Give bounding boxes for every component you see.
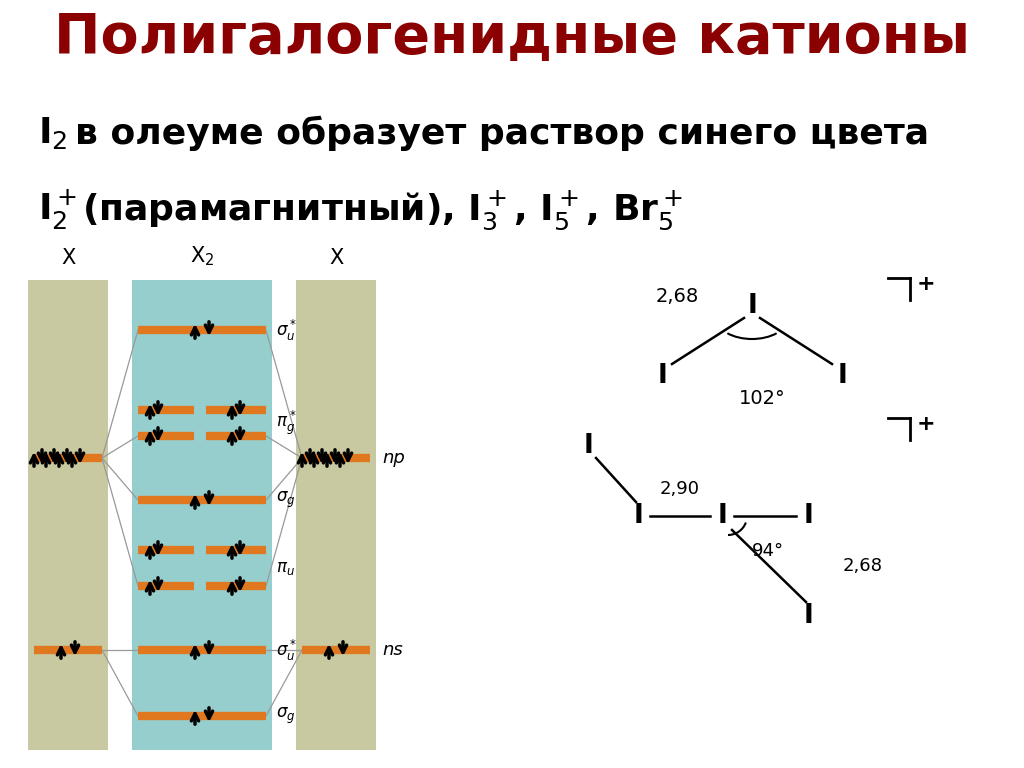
Text: (парамагнитный), I$_3^+$, I$_5^+$, Br$_5^+$: (парамагнитный), I$_3^+$, I$_5^+$, Br$_5… <box>82 188 683 232</box>
Text: +: + <box>916 414 935 434</box>
Text: I: I <box>717 503 727 529</box>
Text: $\sigma_u^*$: $\sigma_u^*$ <box>276 637 297 663</box>
Text: 102°: 102° <box>738 389 785 408</box>
Text: I: I <box>583 433 593 459</box>
Text: $\pi_u$: $\pi_u$ <box>276 559 295 577</box>
Text: в олеуме образует раствор синего цвета: в олеуме образует раствор синего цвета <box>75 115 929 151</box>
Text: +: + <box>916 274 935 294</box>
Text: I: I <box>838 363 847 389</box>
Text: X: X <box>60 248 75 268</box>
Text: X$_2$: X$_2$ <box>189 244 214 268</box>
Text: I: I <box>657 363 667 389</box>
Text: ns: ns <box>382 641 402 659</box>
Text: np: np <box>382 449 404 467</box>
Text: I: I <box>803 503 813 529</box>
Text: I: I <box>633 503 643 529</box>
Text: X: X <box>329 248 343 268</box>
Bar <box>296 280 376 750</box>
Text: I$_2$: I$_2$ <box>38 115 68 151</box>
Text: $\sigma_u^*$: $\sigma_u^*$ <box>276 317 297 343</box>
Bar <box>132 280 272 750</box>
Text: I: I <box>748 293 757 319</box>
Text: $\sigma_g$: $\sigma_g$ <box>276 490 296 510</box>
Text: $\sigma_g$: $\sigma_g$ <box>276 706 296 726</box>
Text: 2,68: 2,68 <box>843 557 883 575</box>
Text: Полигалогенидные катионы: Полигалогенидные катионы <box>54 11 970 65</box>
Text: 2,90: 2,90 <box>660 480 700 498</box>
Text: I$_2^+$: I$_2^+$ <box>38 187 77 232</box>
Text: I: I <box>803 603 813 629</box>
Text: $\pi_g^*$: $\pi_g^*$ <box>276 409 297 437</box>
Text: 2,68: 2,68 <box>655 286 698 306</box>
Bar <box>28 280 108 750</box>
Text: 94°: 94° <box>752 542 784 560</box>
